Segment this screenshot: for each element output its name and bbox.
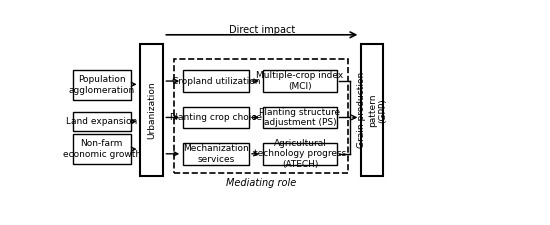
FancyBboxPatch shape [183, 107, 249, 128]
FancyBboxPatch shape [174, 59, 348, 173]
FancyBboxPatch shape [263, 143, 337, 165]
FancyBboxPatch shape [361, 44, 383, 176]
Text: Planting structure
adjustment (PS): Planting structure adjustment (PS) [260, 108, 340, 127]
Text: Cropland utilization: Cropland utilization [172, 77, 260, 86]
FancyBboxPatch shape [73, 112, 130, 131]
Text: Multiple-crop index
(MCI): Multiple-crop index (MCI) [256, 72, 344, 91]
Text: Grain production
pattern
(GPP): Grain production pattern (GPP) [358, 72, 387, 148]
Text: Mediating role: Mediating role [226, 178, 296, 188]
FancyBboxPatch shape [183, 70, 249, 92]
Text: Land expansion: Land expansion [66, 117, 138, 126]
FancyBboxPatch shape [183, 143, 249, 165]
FancyBboxPatch shape [263, 70, 337, 92]
Text: Urbanization: Urbanization [147, 81, 156, 139]
Text: Population
agglomeration: Population agglomeration [69, 75, 135, 95]
Text: Mechanization
services: Mechanization services [183, 144, 249, 164]
Text: Non-farm
economic growth: Non-farm economic growth [63, 140, 141, 159]
FancyBboxPatch shape [140, 44, 163, 176]
FancyBboxPatch shape [73, 134, 130, 164]
FancyBboxPatch shape [73, 70, 130, 100]
Text: Planting crop choice: Planting crop choice [170, 113, 262, 122]
Text: Direct impact: Direct impact [229, 25, 295, 35]
Text: Agricultural
technology progress
(ATECH): Agricultural technology progress (ATECH) [254, 139, 346, 169]
FancyBboxPatch shape [263, 107, 337, 128]
